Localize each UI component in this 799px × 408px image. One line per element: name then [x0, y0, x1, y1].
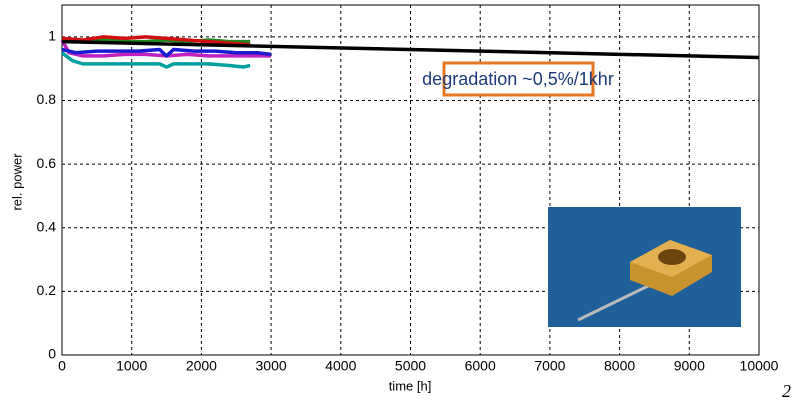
x-tick-label: 7000 [534, 358, 565, 374]
data-line [60, 39, 272, 58]
data-line [61, 39, 760, 60]
x-tick-label: 3000 [256, 358, 287, 374]
x-tick-label: 6000 [465, 358, 496, 374]
data-line [61, 47, 272, 58]
x-tick-label: 0 [58, 358, 66, 374]
inset-photo [548, 207, 741, 327]
x-tick-label: 2000 [186, 358, 217, 374]
data-line [61, 35, 251, 47]
annotation: degradation ~0,5%/1khr [422, 69, 614, 89]
y-tick-label: 1 [48, 28, 56, 44]
page-number: 2 [782, 381, 791, 401]
y-tick-label: 0.6 [37, 155, 57, 171]
annotation-box [442, 61, 595, 97]
x-tick-label: 9000 [674, 358, 705, 374]
x-tick-label: 10000 [740, 358, 779, 374]
x-tick-label: 8000 [604, 358, 635, 374]
y-tick-label: 0.4 [37, 218, 57, 234]
x-tick-label: 4000 [325, 358, 356, 374]
y-axis-label: rel. power [9, 153, 24, 211]
y-tick-label: 0 [48, 346, 56, 362]
y-tick-label: 0.8 [37, 91, 57, 107]
data-line [60, 51, 251, 69]
y-tick-label: 0.2 [37, 282, 57, 298]
x-tick-label: 1000 [116, 358, 147, 374]
x-axis-label: time [h] [389, 378, 432, 393]
x-tick-label: 5000 [395, 358, 426, 374]
